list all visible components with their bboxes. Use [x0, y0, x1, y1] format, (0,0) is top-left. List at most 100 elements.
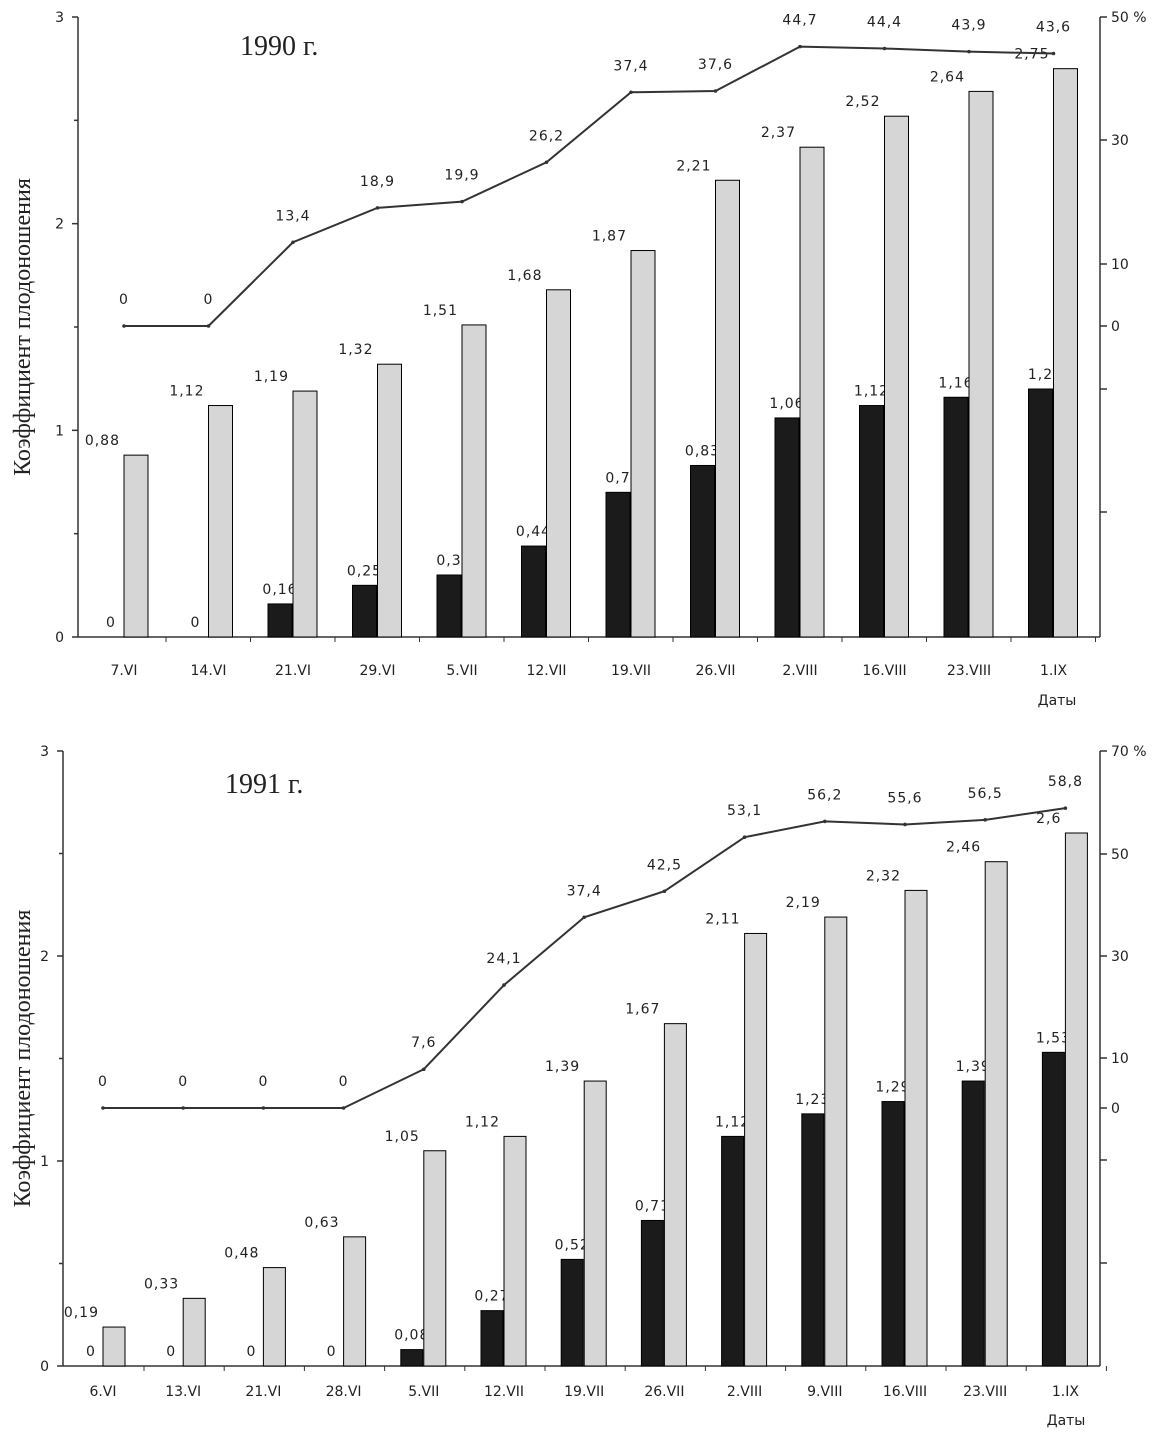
light-bar: [102, 1326, 126, 1367]
x-axis-label: Даты: [1038, 693, 1077, 709]
percent-line: [124, 45, 1054, 327]
x-tick-label: 5.VII: [408, 1384, 439, 1400]
percent-label: 58,8: [1048, 774, 1083, 790]
percent-label: 43,6: [1036, 20, 1071, 36]
dark-bar-label: 1,12: [854, 384, 889, 400]
dark-bar-label: 0: [191, 615, 201, 631]
dark-bar-label: 0,08: [394, 1328, 429, 1344]
x-tick-label: 1.IX: [1040, 663, 1067, 679]
percent-point: [122, 324, 126, 328]
dark-bar: [801, 1113, 825, 1367]
percent-point: [460, 199, 464, 204]
x-tick-label: 1.IX: [1052, 1384, 1079, 1400]
right-tick-label: 50 %: [1111, 10, 1147, 26]
dark-bar: [859, 405, 884, 638]
light-bar: [824, 916, 848, 1367]
percent-point: [882, 46, 887, 51]
percent-label: 56,5: [968, 786, 1003, 802]
light-bar-label: 1,05: [385, 1129, 420, 1145]
light-bar: [904, 889, 928, 1367]
percent-label: 56,2: [807, 787, 842, 803]
light-bar: [583, 1080, 607, 1367]
x-tick-label: 6.VI: [89, 1384, 116, 1400]
x-tick-label: 26.VII: [695, 663, 735, 679]
light-bar-label: 2,46: [946, 840, 981, 856]
dark-bar: [690, 464, 715, 638]
percent-point: [983, 818, 987, 822]
dark-bar-label: 0: [327, 1344, 337, 1360]
light-bar: [423, 1150, 447, 1367]
percent-label: 37,6: [698, 57, 733, 73]
x-tick-label: 7.VI: [110, 663, 137, 679]
x-tick-label: 26.VII: [644, 1384, 684, 1400]
percent-label: 26,2: [529, 128, 564, 144]
left-tick-label: 1: [40, 1154, 49, 1170]
x-tick-label: 23.VIII: [947, 663, 991, 679]
x-tick-label: 16.VIII: [862, 663, 906, 679]
dark-bar: [521, 545, 546, 638]
dark-bar: [267, 603, 293, 638]
left-tick-label: 3: [40, 744, 49, 760]
dark-bar-label: 0,25: [347, 563, 382, 579]
right-tick-label: 30: [1111, 949, 1129, 965]
dark-bar-label: 0,83: [685, 443, 720, 459]
x-tick-label: 12.VII: [484, 1384, 524, 1400]
percent-point: [261, 1106, 266, 1110]
percent-point: [1051, 51, 1056, 56]
dark-bar: [560, 1258, 584, 1367]
percent-point: [742, 835, 747, 839]
percent-label: 19,9: [444, 168, 479, 184]
dark-bar-label: 1,2: [1028, 367, 1053, 383]
right-tick-label: 70 %: [1111, 744, 1147, 760]
light-bar: [799, 146, 825, 638]
dark-bar: [1041, 1051, 1065, 1367]
percent-point: [582, 915, 586, 920]
dark-bar-label: 1,39: [956, 1059, 991, 1075]
dark-bar-label: 0: [246, 1344, 256, 1360]
percent-point: [1063, 806, 1068, 810]
light-bar: [461, 324, 487, 638]
light-bar: [968, 90, 994, 638]
percent-point: [662, 889, 667, 894]
light-bar: [503, 1135, 527, 1367]
dark-bar-label: 0,7: [605, 470, 630, 486]
percent-point: [544, 160, 549, 165]
percent-label: 42,5: [647, 857, 682, 873]
light-bar-label: 2,52: [845, 94, 880, 110]
y-axis-label: Коэффициент плодоношения: [10, 910, 36, 1208]
percent-point: [101, 1106, 105, 1110]
percent-point: [206, 324, 211, 328]
percent-label: 18,9: [360, 174, 395, 190]
percent-label: 0: [258, 1074, 268, 1090]
percent-point: [629, 90, 633, 95]
dark-bar: [352, 584, 377, 638]
right-tick-label: 10: [1111, 1051, 1129, 1067]
percent-point: [967, 49, 971, 54]
x-tick-label: 19.VII: [611, 663, 651, 679]
percent-point: [375, 206, 380, 210]
percent-point: [798, 44, 802, 49]
light-bar-label: 0,63: [304, 1215, 339, 1231]
light-bar: [715, 179, 740, 638]
light-bar-label: 2,75: [1014, 47, 1049, 63]
left-tick-label: 0: [55, 630, 64, 646]
left-tick-label: 1: [55, 423, 64, 439]
dark-bar: [774, 417, 800, 638]
light-bar-label: 2,37: [761, 125, 796, 141]
x-tick-label: 14.VI: [191, 663, 227, 679]
light-bar-label: 2,64: [930, 69, 965, 85]
dark-bar: [605, 491, 631, 638]
percent-label: 0: [339, 1074, 349, 1090]
light-bar-label: 1,68: [507, 268, 542, 284]
light-bar-label: 2,6: [1036, 811, 1061, 827]
dark-bar-label: 0,52: [555, 1237, 590, 1253]
percent-label: 0: [119, 292, 129, 308]
x-tick-label: 13.VI: [165, 1384, 201, 1400]
dark-bar-label: 1,06: [769, 396, 804, 412]
light-bar-label: 1,19: [254, 369, 289, 385]
light-bar: [884, 115, 909, 638]
dark-bar: [961, 1080, 985, 1367]
percent-point: [341, 1106, 346, 1110]
light-bar: [1064, 832, 1088, 1367]
